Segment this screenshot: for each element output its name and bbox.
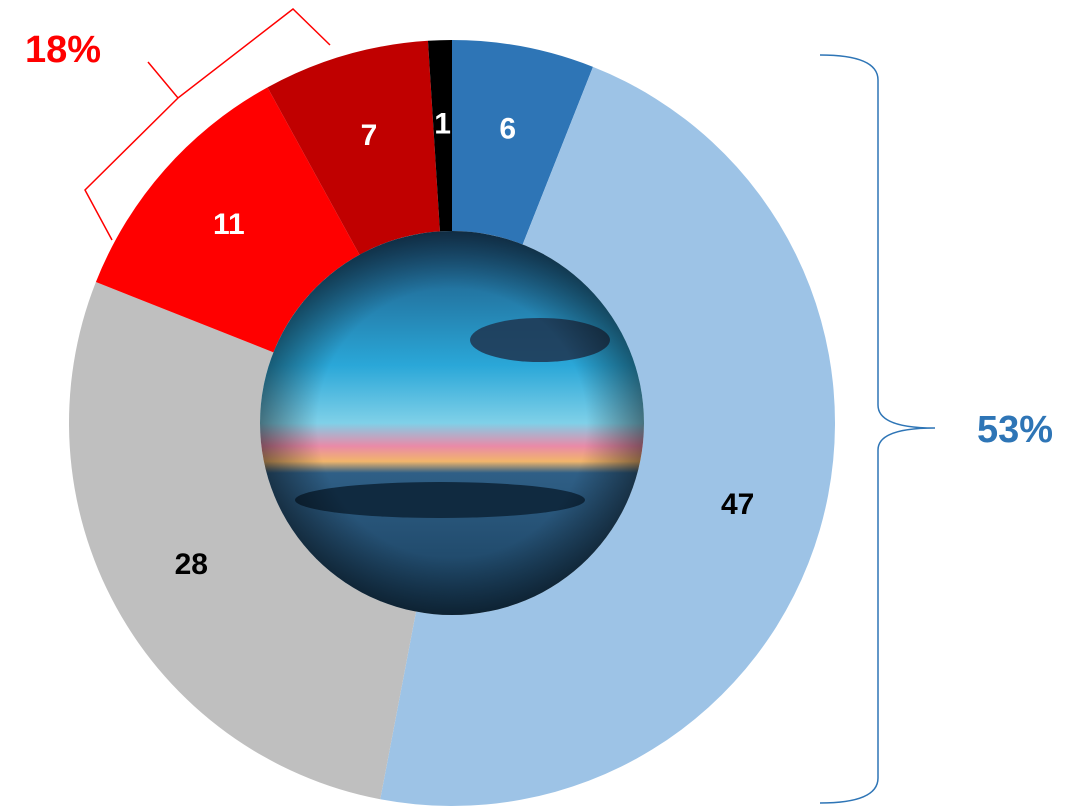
bracket-blue [819,54,936,804]
slice [267,40,440,255]
slice [69,282,417,800]
data-label: 28 [175,548,208,581]
data-label: 1 [434,108,451,141]
labels: 6 47 28 11 7 1 [175,108,755,582]
annotation: 53% [977,409,1053,451]
center-image [260,231,644,615]
data-label: 7 [361,119,378,152]
data-label: 11 [213,208,245,241]
annotation: 18% [25,29,101,71]
slice [427,40,452,232]
data-label: 47 [721,488,754,521]
slices [69,40,836,807]
slice [380,66,836,807]
data-label: 6 [499,113,516,146]
slice [452,40,593,245]
slice [95,87,360,353]
bracket-red [84,8,331,241]
